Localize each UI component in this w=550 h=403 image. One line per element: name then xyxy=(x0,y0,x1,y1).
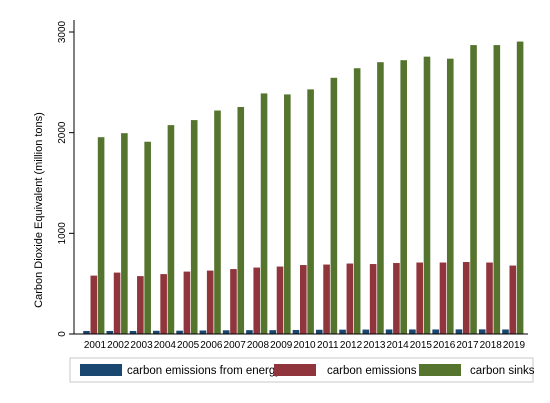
bar-carbon-emissions-from-energy xyxy=(246,330,253,334)
y-tick-label: 2000 xyxy=(57,121,68,144)
bar-carbon-emissions xyxy=(253,267,261,334)
bar-carbon-emissions xyxy=(160,274,167,334)
legend-label: carbon emissions from energy xyxy=(127,365,281,377)
bar-carbon-emissions-from-energy xyxy=(222,330,230,334)
bar-carbon-sinks xyxy=(237,107,245,334)
bar-carbon-emissions-from-energy xyxy=(478,329,486,334)
bar-carbon-emissions xyxy=(462,262,470,334)
x-tick-label: 2009 xyxy=(270,340,293,351)
bar-carbon-sinks xyxy=(121,133,128,334)
bar-carbon-emissions xyxy=(137,276,144,334)
legend: carbon emissions from energy carbon emiss… xyxy=(69,357,535,383)
bar-carbon-emissions-from-energy xyxy=(269,330,277,334)
bar-carbon-sinks xyxy=(307,89,314,334)
bar-carbon-emissions-from-energy xyxy=(83,330,90,334)
bar-carbon-emissions-from-energy xyxy=(362,329,370,334)
bar-carbon-emissions-from-energy xyxy=(455,329,463,334)
legend-label: carbon sinks xyxy=(470,365,535,377)
bar-carbon-emissions-from-energy xyxy=(385,329,393,334)
bar-carbon-emissions xyxy=(346,263,354,334)
bar-carbon-sinks xyxy=(330,77,338,335)
bar-carbon-emissions-from-energy xyxy=(153,330,160,334)
bar-carbon-sinks xyxy=(260,93,268,334)
x-tick-label: 2018 xyxy=(480,340,503,351)
bar-carbon-emissions xyxy=(300,265,307,334)
x-tick-label: 2014 xyxy=(386,340,409,351)
x-tick-label: 2002 xyxy=(107,340,130,351)
x-tick-label: 2016 xyxy=(433,340,456,351)
bars-group xyxy=(83,41,524,335)
bar-carbon-emissions xyxy=(486,262,493,334)
bar-carbon-emissions-from-energy xyxy=(409,329,416,334)
x-tick-label: 2015 xyxy=(410,340,433,351)
bar-carbon-emissions-from-energy xyxy=(199,330,207,334)
x-tick-label: 2019 xyxy=(503,340,526,351)
x-tick-label: 2006 xyxy=(200,340,223,351)
bar-carbon-sinks xyxy=(214,110,221,335)
bar-carbon-sinks xyxy=(470,45,477,335)
bar-carbon-sinks xyxy=(144,141,151,334)
bar-carbon-emissions-from-energy xyxy=(502,329,509,334)
x-tick-label: 2005 xyxy=(177,340,200,351)
bar-carbon-emissions-from-energy xyxy=(315,329,323,334)
bar-carbon-emissions xyxy=(323,264,330,334)
bar-carbon-emissions xyxy=(276,266,284,334)
legend-swatch xyxy=(419,364,461,376)
y-ticks-group: 0 1000 2000 3000 xyxy=(57,20,74,337)
bar-carbon-emissions-from-energy xyxy=(292,329,300,334)
bar-carbon-sinks xyxy=(493,45,501,335)
bar-carbon-emissions xyxy=(183,271,191,334)
bar-carbon-emissions xyxy=(369,264,377,334)
x-tick-label: 2004 xyxy=(154,340,177,351)
bar-carbon-emissions-from-energy xyxy=(432,329,439,334)
bar-carbon-emissions xyxy=(393,263,400,334)
x-tick-label: 2001 xyxy=(84,340,107,351)
y-tick-label: 1000 xyxy=(57,222,68,245)
x-tick-label: 2011 xyxy=(317,340,339,351)
bar-carbon-emissions-from-energy xyxy=(106,330,114,334)
bar-carbon-sinks xyxy=(377,62,384,334)
x-tick-label: 2007 xyxy=(224,340,247,351)
x-ticks-group: 2001 2002 2003 2004 2005 2006 2007 2008 2009 2010… xyxy=(84,340,526,351)
x-tick-label: 2008 xyxy=(247,340,270,351)
bar-carbon-emissions xyxy=(439,262,447,334)
bar-carbon-sinks xyxy=(167,125,175,335)
bar-carbon-sinks xyxy=(284,94,291,334)
x-tick-label: 2010 xyxy=(293,340,316,351)
y-tick-label: 0 xyxy=(57,331,68,337)
bar-carbon-sinks xyxy=(190,120,198,334)
bar-carbon-emissions-from-energy xyxy=(176,330,183,334)
legend-swatch xyxy=(80,364,122,376)
bar-carbon-emissions xyxy=(509,265,517,334)
bar-carbon-emissions xyxy=(90,275,98,334)
bar-carbon-sinks xyxy=(353,68,361,335)
bar-carbon-emissions xyxy=(416,262,423,334)
legend-swatch xyxy=(274,364,316,376)
x-tick-label: 2003 xyxy=(130,340,153,351)
legend-label: carbon emissions xyxy=(327,365,417,377)
bar-carbon-emissions xyxy=(230,269,237,334)
y-axis-label: Carbon Dioxide Equivalent (million tons) xyxy=(33,112,45,308)
x-tick-label: 2012 xyxy=(340,340,363,351)
bar-carbon-sinks xyxy=(446,58,454,335)
bar-carbon-sinks xyxy=(516,41,524,335)
bar-carbon-sinks xyxy=(400,60,408,334)
x-tick-label: 2017 xyxy=(456,340,479,351)
bar-carbon-emissions xyxy=(113,272,121,334)
bar-carbon-emissions-from-energy xyxy=(129,330,137,334)
bar-carbon-emissions xyxy=(206,270,214,334)
bar-carbon-sinks xyxy=(97,137,105,334)
axes-group xyxy=(73,20,528,335)
bar-carbon-sinks xyxy=(423,56,431,334)
y-tick-label: 3000 xyxy=(57,20,68,43)
x-tick-label: 2013 xyxy=(363,340,386,351)
bar-carbon-emissions-from-energy xyxy=(339,329,346,334)
